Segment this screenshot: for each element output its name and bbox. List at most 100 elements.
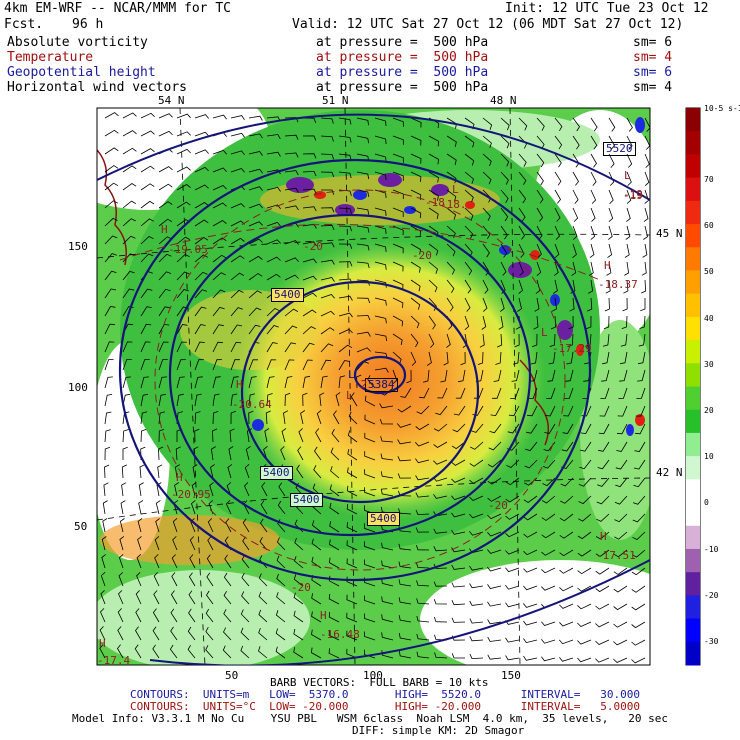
wind-barb <box>122 165 137 173</box>
colorbar-swatch <box>686 386 700 411</box>
wind-barb <box>545 405 556 417</box>
wind-barb <box>140 306 152 317</box>
wind-barb <box>416 651 430 659</box>
wind-barb <box>631 567 646 576</box>
wind-barb <box>152 626 160 641</box>
wind-barb <box>212 202 227 209</box>
wind-barb <box>595 567 610 575</box>
wind-barb <box>523 549 538 556</box>
wind-barb <box>410 171 422 182</box>
colorbar-swatch <box>686 595 700 620</box>
colorbar-label: -30 <box>704 637 719 646</box>
wind-barb <box>552 279 558 294</box>
wind-barb <box>620 333 628 347</box>
wind-barb <box>505 549 520 555</box>
wind-barb <box>578 513 592 522</box>
wind-barb <box>346 594 358 605</box>
wind-barb <box>482 117 493 130</box>
wind-barb <box>206 554 214 569</box>
wind-barb <box>206 590 214 605</box>
wind-barb <box>517 297 522 312</box>
wind-barb <box>122 446 128 460</box>
wind-barb <box>602 333 610 347</box>
wind-barb <box>275 628 286 641</box>
wind-barb <box>603 315 610 330</box>
wind-barb <box>433 441 448 448</box>
wind-barb <box>469 531 484 536</box>
wind-barb <box>451 459 466 466</box>
colorbar-label: 20 <box>704 406 714 415</box>
wind-barb <box>428 153 440 165</box>
wind-barb <box>190 518 196 533</box>
wind-barb <box>104 129 119 137</box>
wind-barb <box>176 131 191 137</box>
wind-barb <box>571 261 577 276</box>
wind-barb <box>135 626 142 641</box>
wind-barb <box>548 351 556 365</box>
wind-barb <box>241 591 250 605</box>
wind-barb <box>642 243 648 258</box>
wind-barb <box>464 153 475 166</box>
wind-barb <box>505 655 520 661</box>
wind-barb <box>212 341 223 353</box>
field-sm-height: sm= 6 <box>633 65 673 80</box>
wind-barb <box>140 429 147 443</box>
wind-barb <box>410 261 421 273</box>
wind-barb <box>320 310 335 317</box>
contours-height-info: CONTOURS: UNITS=m LOW= 5370.0 HIGH= 5520… <box>130 688 640 701</box>
wind-barb <box>596 513 610 522</box>
wind-barb <box>587 297 593 312</box>
colorbar-swatch <box>686 363 700 387</box>
wind-barb <box>266 325 279 335</box>
wind-barb <box>99 626 106 641</box>
wind-barb <box>577 639 592 645</box>
wind-barb <box>470 441 484 450</box>
wind-barb <box>248 115 263 121</box>
wind-barb <box>518 117 528 131</box>
barb-legend: BARB VECTORS: FULL BARB = 10 kts <box>270 676 489 689</box>
wind-barb <box>241 573 250 587</box>
wind-barb <box>433 581 448 587</box>
wind-barb <box>102 500 108 515</box>
wind-barb <box>104 323 115 335</box>
wind-barb <box>170 590 178 605</box>
wind-barb <box>320 375 328 389</box>
wind-barb <box>410 153 422 164</box>
wind-barb <box>523 531 538 538</box>
wind-barb <box>260 500 268 515</box>
wind-barb <box>446 333 451 348</box>
field-level-height: at pressure = 500 hPa <box>316 65 489 80</box>
height-label: 5400 <box>367 512 400 526</box>
wind-barb <box>541 639 556 644</box>
wind-barb <box>140 200 155 209</box>
colorbar-swatch <box>686 340 700 364</box>
wind-barb <box>230 307 243 317</box>
wind-barb <box>487 495 502 502</box>
colorbar-swatch <box>686 502 700 527</box>
wind-barb <box>416 598 430 605</box>
wind-barb <box>554 207 561 222</box>
wind-barb <box>455 387 466 399</box>
wind-barb <box>374 117 387 127</box>
wind-barb <box>487 601 502 607</box>
wind-barb <box>356 315 371 321</box>
wind-barb <box>374 153 387 163</box>
wind-barb <box>311 611 322 623</box>
wind-barb <box>559 531 574 539</box>
wind-barb <box>446 153 457 166</box>
wind-barb <box>172 517 178 533</box>
wind-barb <box>140 393 149 407</box>
wind-barb <box>153 572 160 587</box>
wind-barb <box>222 645 232 659</box>
wind-barb <box>554 171 562 186</box>
wind-barb <box>329 502 340 515</box>
wind-barb <box>248 255 263 263</box>
wind-barb <box>577 657 592 663</box>
wind-barb <box>559 657 574 662</box>
wind-barb <box>338 312 353 318</box>
wind-barb <box>338 225 352 232</box>
colorbar <box>685 107 701 666</box>
wind-barb <box>374 207 387 216</box>
wind-barb <box>265 410 271 425</box>
wind-barb <box>490 405 502 417</box>
